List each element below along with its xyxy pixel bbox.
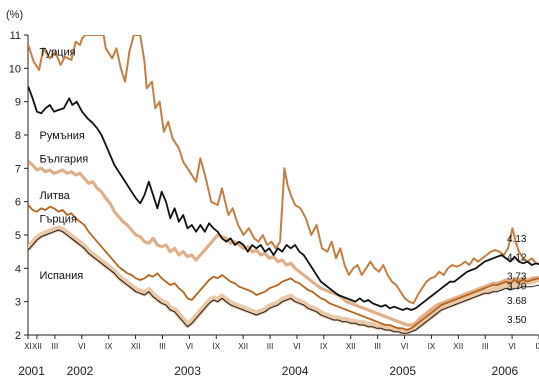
series-group [28, 35, 539, 335]
y-tick-label: 8 [15, 130, 21, 142]
x-month-label: IX [535, 342, 539, 351]
end-value-label: 4.13 [507, 234, 527, 245]
x-year-label: 2002 [67, 364, 94, 378]
x-year-label: 2001 [18, 364, 45, 378]
x-month-label: III [159, 342, 166, 351]
x-year-label: 2003 [174, 364, 201, 378]
x-month-label: VI [508, 342, 516, 351]
series-line-4 [28, 204, 539, 331]
x-month-label: III [482, 342, 489, 351]
x-month-label: XII [238, 342, 248, 351]
y-unit-label: (%) [6, 9, 23, 21]
x-month-label: XI [24, 342, 32, 351]
series-label-3: България [40, 153, 89, 165]
x-month-label: XII [346, 342, 356, 351]
x-year-label: 2006 [492, 364, 519, 378]
end-value-label: 3.73 [507, 271, 527, 282]
series-label-1: Турция [40, 47, 76, 59]
series-line-2 [28, 86, 539, 311]
x-month-label: VI [293, 342, 301, 351]
end-value-label: 3.68 [507, 296, 527, 307]
x-month-label: VI [401, 342, 409, 351]
x-month-label: VI [78, 342, 86, 351]
y-tick-label: 2 [15, 330, 21, 342]
x-month-label: IX [212, 342, 220, 351]
end-value-label: 3.70 [507, 281, 527, 292]
series-labels: Турция Румъния България Литва Гърция Испания [40, 47, 89, 282]
y-tick-label: 5 [15, 230, 21, 242]
x-month-label: XII [131, 342, 141, 351]
x-year-label: 2004 [282, 364, 309, 378]
x-year-label: 2005 [389, 364, 416, 378]
end-value-label: 4.12 [507, 252, 527, 263]
x-month-label: III [52, 342, 59, 351]
x-month-label: III [374, 342, 381, 351]
series-line-3 [28, 160, 539, 327]
series-label-4: Литва [40, 190, 71, 202]
y-tick-label: 6 [15, 197, 21, 209]
end-value-label: 3.50 [507, 315, 527, 326]
x-month-label: IX [320, 342, 328, 351]
series-line-6 [28, 229, 539, 334]
y-tick-label: 4 [15, 263, 21, 275]
x-month-label: IX [428, 342, 436, 351]
series-line-1 [28, 35, 539, 305]
y-tick-label: 9 [15, 97, 21, 109]
x-month-label: VI [186, 342, 194, 351]
series-label-2: Румъния [40, 130, 85, 142]
y-tick-label: 11 [10, 30, 21, 42]
y-tick-label: 10 [9, 63, 21, 75]
series-line-5 [28, 225, 539, 335]
series-label-6: Испания [40, 270, 84, 282]
x-month-label: XII [32, 342, 42, 351]
x-month-label: IX [105, 342, 113, 351]
y-tick-label: 3 [15, 297, 21, 309]
x-month-label: III [267, 342, 274, 351]
y-tick-label: 7 [15, 163, 21, 175]
end-value-labels: 4.13 4.12 3.733.70 3.68 3.50 [507, 234, 527, 326]
series-label-5: Гърция [40, 213, 77, 225]
x-month-label: XII [453, 342, 463, 351]
